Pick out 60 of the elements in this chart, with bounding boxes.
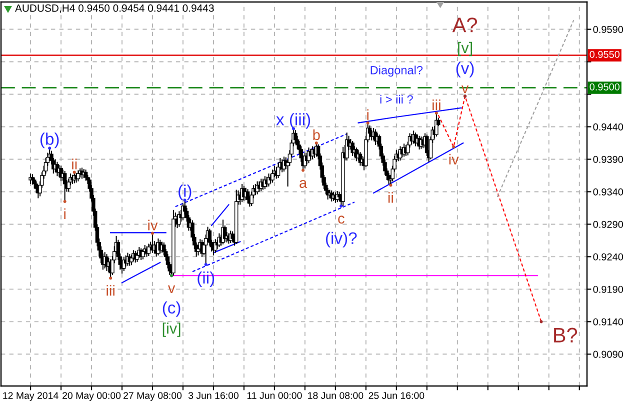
data-label: b <box>313 129 320 140</box>
x-tick-label: 20 May 00:00 <box>62 392 121 401</box>
y-tick-label: 0.9440 <box>593 123 624 130</box>
data-label: (v) <box>456 62 474 78</box>
data-label: ii <box>72 158 77 170</box>
x-tick-label: 25 Jun 16:00 <box>368 392 424 399</box>
point <box>314 141 318 145</box>
data-label: (c) <box>162 301 180 317</box>
data-label: (ii) <box>198 271 214 287</box>
y-tick-label: 0.9190 <box>593 286 624 293</box>
x-tick-label: 12 May 2014 <box>3 392 58 401</box>
data-label: [v] <box>458 42 472 56</box>
y-tick-label: 0.9590 <box>593 26 624 34</box>
point <box>72 170 76 174</box>
x-tick-label: 18 Jun 08:00 <box>308 392 364 399</box>
data-label: ii <box>388 192 393 203</box>
x-tick-label: 11 Jun 00:00 <box>247 392 302 399</box>
point <box>204 262 208 266</box>
data-label: (i) <box>178 184 192 200</box>
point <box>63 200 66 203</box>
ref-line-label: 0.9550 <box>590 50 620 58</box>
data-label: A? <box>452 18 478 32</box>
y-tick-label: 0.9290 <box>593 220 624 228</box>
point <box>302 168 305 172</box>
data-label: (b) <box>40 132 59 148</box>
candlestick <box>141 248 145 260</box>
data-label: a <box>300 180 308 188</box>
data-label: i <box>367 109 368 120</box>
data-label: [iv] <box>162 322 180 337</box>
x-tick-label: 27 May 08:00 <box>124 392 182 401</box>
data-label: iii <box>106 285 114 296</box>
y-tick-label: 0.9090 <box>593 350 624 358</box>
data-label: (iv)? <box>326 232 357 248</box>
y-tick-label: 0.9140 <box>593 318 624 326</box>
data-label: c <box>338 216 344 224</box>
point <box>540 320 543 324</box>
point <box>366 121 370 124</box>
candlestick <box>30 174 34 186</box>
y-tick-label: 0.9240 <box>593 253 624 260</box>
data-label: iii <box>432 100 440 110</box>
y-tick-label: 0.9390 <box>593 156 624 163</box>
point <box>434 112 438 115</box>
data-label: B? <box>554 328 578 342</box>
candlestick <box>32 176 36 189</box>
y-tick-label: 0.9340 <box>593 188 624 196</box>
point <box>109 276 112 280</box>
data-label: i <box>64 208 66 219</box>
annotation: i > iii ? <box>380 94 413 104</box>
annotation: Diagonal? <box>370 66 423 77</box>
data-label: iv <box>148 220 158 230</box>
x-tick-label: 3 Jun 16:00 <box>188 392 239 399</box>
ref-line-label: 0.9500 <box>590 83 620 90</box>
candlestick <box>270 169 274 184</box>
data-label: v <box>168 285 176 294</box>
point <box>150 232 154 235</box>
chart-title: AUDUSD,H4 0.9450 0.9454 0.9441 0.9443 <box>15 4 214 14</box>
data-label: x (iii) <box>276 113 310 129</box>
point <box>389 184 392 187</box>
point <box>452 145 456 148</box>
data-label: iv <box>449 154 459 164</box>
